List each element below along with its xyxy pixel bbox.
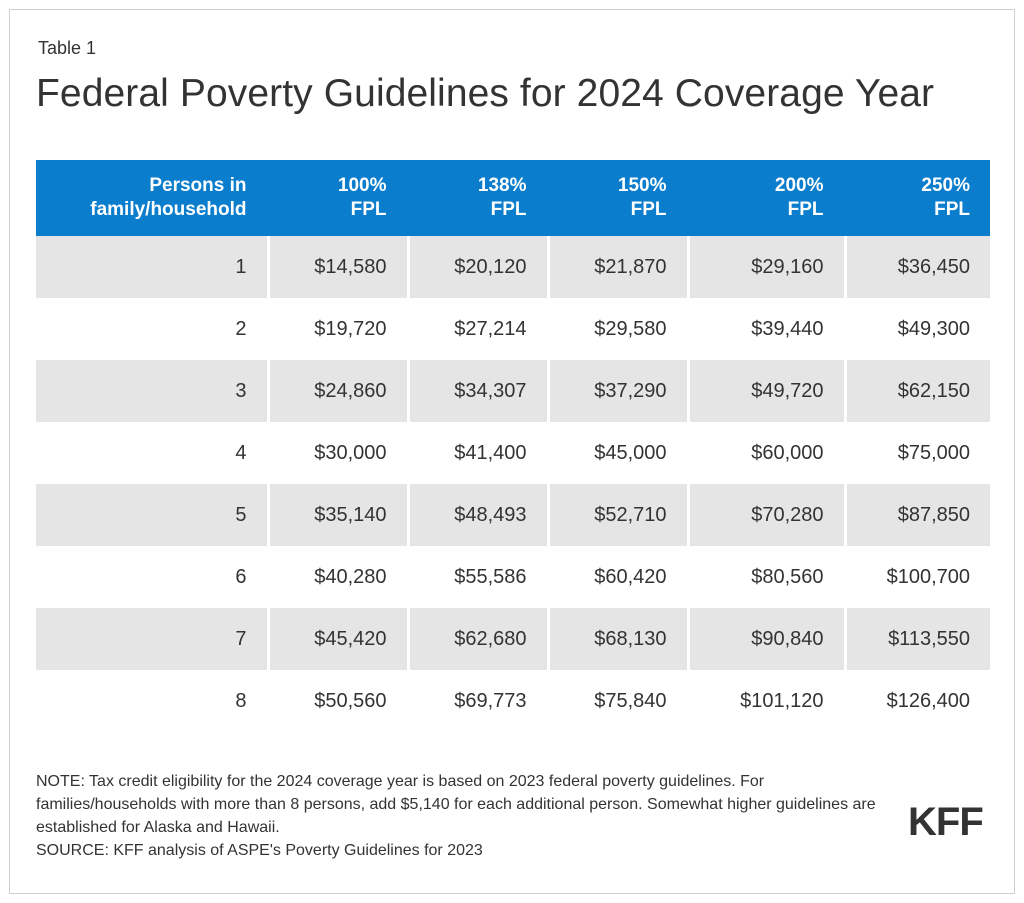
cell-100-fpl: $35,140 bbox=[266, 484, 408, 546]
cell-200-fpl: $80,560 bbox=[686, 546, 845, 608]
source-text: SOURCE: KFF analysis of ASPE's Poverty G… bbox=[36, 842, 483, 859]
header-250-fpl: 250% FPL bbox=[843, 160, 990, 236]
cell-persons: 2 bbox=[235, 317, 247, 340]
cell-138-fpl: $62,680 bbox=[406, 608, 548, 670]
table-header-row: Persons in family/household 100% FPL 138% F… bbox=[36, 160, 990, 236]
cell-persons: 6 bbox=[235, 565, 247, 588]
cell-persons: 5 bbox=[36, 484, 268, 546]
cell-100-fpl: $19,720 bbox=[266, 298, 408, 360]
cell-100-fpl: $30,000 bbox=[266, 422, 408, 484]
cell-100-fpl: $50,560 bbox=[266, 670, 408, 732]
cell-persons: 1 bbox=[36, 236, 268, 298]
cell-200-fpl: $90,840 bbox=[686, 608, 845, 670]
cell-250-fpl: $36,450 bbox=[843, 236, 990, 298]
poverty-guidelines-table: Persons in family/household 100% FPL 138% F… bbox=[36, 160, 990, 732]
cell-250-fpl: $113,550 bbox=[843, 608, 990, 670]
cell-150-fpl: $75,840 bbox=[546, 670, 688, 732]
cell-150-fpl: $60,420 bbox=[546, 546, 688, 608]
cell-138-fpl: $48,493 bbox=[406, 484, 548, 546]
cell-250-fpl: $126,400 bbox=[843, 670, 990, 732]
cell-persons: 3 bbox=[36, 360, 268, 422]
cell-250-fpl: $49,300 bbox=[843, 298, 990, 360]
footnote: NOTE: Tax credit eligibility for the 202… bbox=[36, 770, 896, 862]
table-row: 6 $40,280 $55,586 $60,420 $80,560 $100,7… bbox=[36, 546, 990, 608]
table-row: 2 $19,720 $27,214 $29,580 $39,440 $49,30… bbox=[36, 298, 990, 360]
cell-138-fpl: $41,400 bbox=[406, 422, 548, 484]
cell-100-fpl: $24,860 bbox=[266, 360, 408, 422]
cell-200-fpl: $70,280 bbox=[686, 484, 845, 546]
table-row: 4 $30,000 $41,400 $45,000 $60,000 $75,00… bbox=[36, 422, 990, 484]
cell-250-fpl: $75,000 bbox=[843, 422, 990, 484]
table-row: 5 $35,140 $48,493 $52,710 $70,280 $87,85… bbox=[36, 484, 990, 546]
table-row: 3 $24,860 $34,307 $37,290 $49,720 $62,15… bbox=[36, 360, 990, 422]
cell-200-fpl: $101,120 bbox=[686, 670, 845, 732]
table-card: Table 1 Federal Poverty Guidelines for 2… bbox=[9, 9, 1015, 894]
cell-persons: 4 bbox=[235, 441, 247, 464]
header-persons: Persons in family/household bbox=[36, 160, 268, 236]
cell-200-fpl: $39,440 bbox=[686, 298, 845, 360]
table-label: Table 1 bbox=[38, 38, 97, 58]
cell-138-fpl: $69,773 bbox=[406, 670, 548, 732]
cell-150-fpl: $45,000 bbox=[546, 422, 688, 484]
page-title: Federal Poverty Guidelines for 2024 Cove… bbox=[36, 72, 935, 115]
cell-200-fpl: $49,720 bbox=[686, 360, 845, 422]
cell-100-fpl: $40,280 bbox=[266, 546, 408, 608]
cell-250-fpl: $62,150 bbox=[843, 360, 990, 422]
cell-138-fpl: $27,214 bbox=[406, 298, 548, 360]
header-150-fpl: 150% FPL bbox=[546, 160, 688, 236]
header-100-fpl: 100% FPL bbox=[266, 160, 408, 236]
cell-100-fpl: $45,420 bbox=[266, 608, 408, 670]
cell-150-fpl: $37,290 bbox=[546, 360, 688, 422]
cell-250-fpl: $100,700 bbox=[843, 546, 990, 608]
cell-persons: 7 bbox=[36, 608, 268, 670]
cell-100-fpl: $14,580 bbox=[266, 236, 408, 298]
kff-logo: KFF bbox=[908, 800, 984, 844]
table-row: 1 $14,580 $20,120 $21,870 $29,160 $36,45… bbox=[36, 236, 990, 298]
cell-150-fpl: $21,870 bbox=[546, 236, 688, 298]
cell-200-fpl: $60,000 bbox=[686, 422, 845, 484]
cell-200-fpl: $29,160 bbox=[686, 236, 845, 298]
cell-138-fpl: $20,120 bbox=[406, 236, 548, 298]
header-138-fpl: 138% FPL bbox=[406, 160, 548, 236]
cell-150-fpl: $52,710 bbox=[546, 484, 688, 546]
cell-150-fpl: $68,130 bbox=[546, 608, 688, 670]
note-text: NOTE: Tax credit eligibility for the 202… bbox=[36, 773, 876, 836]
cell-138-fpl: $34,307 bbox=[406, 360, 548, 422]
cell-persons: 8 bbox=[235, 689, 247, 712]
header-200-fpl: 200% FPL bbox=[686, 160, 845, 236]
cell-138-fpl: $55,586 bbox=[406, 546, 548, 608]
cell-250-fpl: $87,850 bbox=[843, 484, 990, 546]
table-row: 8 $50,560 $69,773 $75,840 $101,120 $126,… bbox=[36, 670, 990, 732]
table-row: 7 $45,420 $62,680 $68,130 $90,840 $113,5… bbox=[36, 608, 990, 670]
cell-150-fpl: $29,580 bbox=[546, 298, 688, 360]
